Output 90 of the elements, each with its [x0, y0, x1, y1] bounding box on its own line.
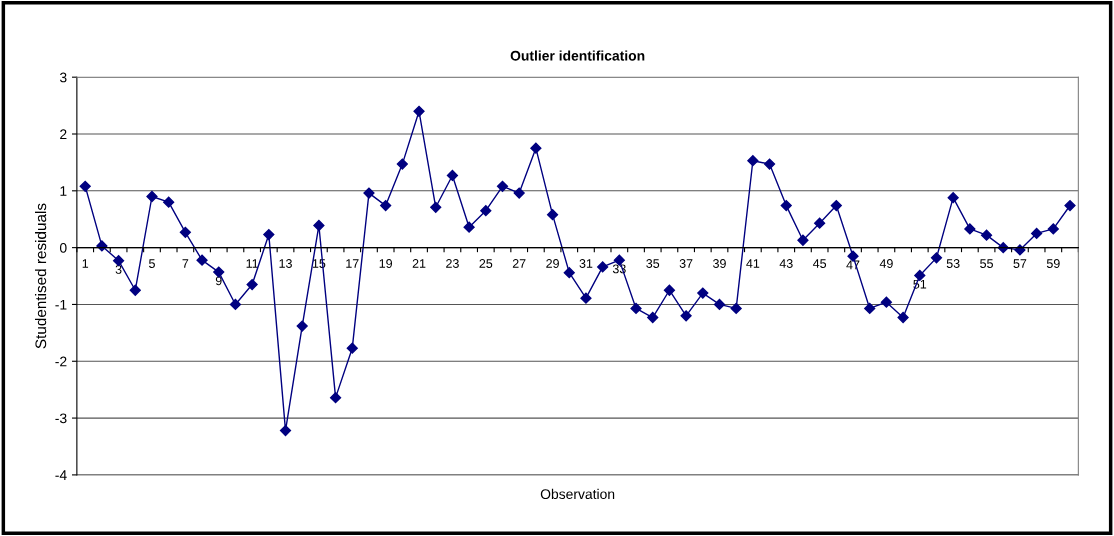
point [763, 158, 776, 170]
y-tick-label: -1 [55, 299, 67, 310]
point [930, 252, 943, 264]
point [880, 296, 893, 308]
point [647, 311, 659, 324]
x-tick-label: 35 [646, 259, 660, 268]
point [580, 292, 592, 304]
point [313, 219, 325, 232]
y-tick-label: 3 [59, 72, 67, 83]
point [363, 187, 375, 199]
point [463, 221, 475, 233]
x-tick-label: 17 [346, 259, 359, 268]
point [430, 201, 442, 213]
x-tick-label: 13 [279, 259, 292, 268]
x-tick-label: 9 [215, 276, 222, 286]
x-tick-label: 37 [679, 259, 693, 268]
point [513, 187, 525, 199]
point [897, 311, 909, 324]
point [79, 180, 91, 192]
x-tick-label: 1 [82, 259, 89, 268]
point [530, 142, 542, 154]
x-tick-label: 23 [446, 259, 459, 268]
x-tick-label: 29 [546, 259, 559, 268]
point [980, 229, 993, 241]
x-tick-label: 7 [182, 259, 189, 268]
x-tick-label: 21 [412, 259, 426, 268]
point [947, 192, 959, 204]
point [680, 310, 692, 322]
point [663, 284, 676, 296]
point [747, 155, 759, 167]
point [1031, 227, 1043, 240]
point [380, 199, 392, 212]
y-tick-label: -3 [55, 413, 67, 424]
point [713, 298, 726, 311]
point [864, 302, 876, 315]
point [1047, 223, 1059, 235]
point [146, 190, 158, 203]
y-tick-label: 2 [60, 129, 67, 140]
x-tick-label: 39 [713, 259, 726, 268]
point [163, 196, 175, 208]
x-tick-label: 5 [149, 259, 155, 268]
point [346, 342, 358, 354]
point [296, 320, 308, 332]
x-tick-label: 57 [1013, 259, 1027, 268]
x-tick-label: 27 [512, 259, 526, 268]
x-tick-label: 31 [579, 259, 593, 268]
point [329, 392, 342, 404]
y-axis-title: Studentised residuals [35, 203, 47, 349]
x-tick-label: 43 [779, 259, 793, 268]
point [964, 223, 976, 235]
point [814, 217, 826, 229]
x-axis-title: Observation [540, 488, 615, 500]
point [730, 302, 742, 315]
y-tick-label: 0 [59, 242, 67, 253]
point [112, 255, 125, 267]
x-tick-label: 55 [980, 259, 993, 268]
point [496, 180, 509, 192]
y-tick-label: -2 [55, 356, 67, 367]
point [830, 199, 842, 212]
point [413, 105, 425, 117]
x-tick-label: 11 [246, 259, 259, 268]
x-tick-label: 25 [479, 259, 493, 268]
point [446, 169, 459, 182]
point [697, 287, 709, 299]
point [129, 284, 141, 296]
point [597, 261, 609, 273]
point [1064, 199, 1076, 212]
x-tick-label: 49 [879, 259, 893, 268]
point [630, 302, 642, 315]
point [780, 199, 792, 212]
point [179, 226, 191, 238]
chart-title: Outlier identification [510, 50, 645, 61]
point [546, 209, 559, 221]
x-tick-label: 59 [1046, 259, 1060, 268]
point [229, 298, 242, 311]
x-tick-label: 53 [946, 259, 960, 268]
point [263, 228, 275, 241]
y-tick-label: 1 [60, 186, 67, 196]
x-tick-label: 45 [812, 259, 827, 268]
point [213, 266, 225, 278]
y-tick-label: -4 [55, 470, 67, 480]
point [480, 205, 492, 217]
point [797, 234, 809, 246]
point [563, 267, 575, 279]
x-tick-label: 19 [379, 259, 393, 268]
point [196, 254, 208, 266]
point [279, 424, 292, 437]
point [396, 158, 408, 170]
point [246, 278, 258, 291]
x-tick-label: 41 [746, 259, 760, 268]
